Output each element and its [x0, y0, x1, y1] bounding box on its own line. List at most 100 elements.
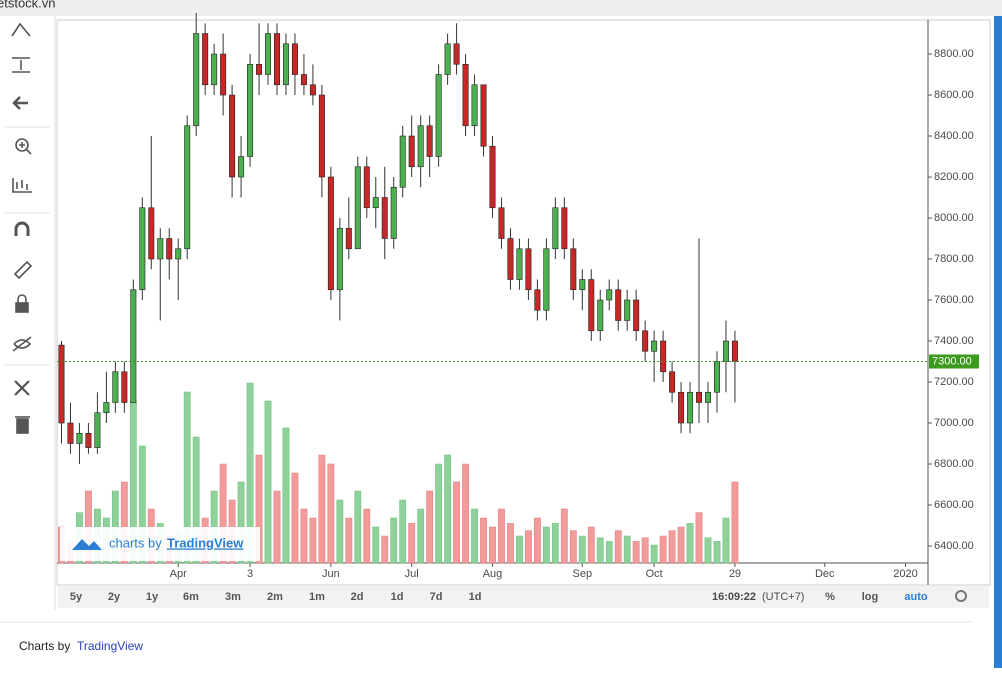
candle-body [462, 63, 469, 127]
timeframe-button[interactable]: 2m [267, 591, 283, 603]
candle-body [256, 63, 263, 75]
candle-body [139, 207, 146, 291]
timeframe-button[interactable]: 1d [469, 591, 482, 603]
volume-bar [462, 463, 469, 564]
candle-body [705, 391, 711, 403]
tool-pencil[interactable] [13, 260, 33, 280]
candle-body [85, 432, 92, 448]
candle-body [408, 135, 415, 168]
candle-body [417, 125, 424, 168]
candle-body [121, 371, 128, 403]
candle-body [543, 248, 550, 311]
volume-bar [354, 490, 362, 564]
candle-body [229, 94, 236, 178]
x-tick-label: Jun [322, 568, 340, 580]
candle-body [76, 432, 83, 444]
top-bar [0, 0, 1002, 16]
y-tick-label: 8400.00 [934, 130, 974, 142]
timeframe-button[interactable]: 1d [391, 591, 404, 603]
candle-body [570, 248, 577, 291]
candle-body [534, 289, 541, 311]
scale-button[interactable]: log [862, 591, 879, 603]
volume-bar [659, 535, 667, 564]
tool-magnet[interactable] [14, 221, 30, 236]
footer-link[interactable]: TradingView [77, 639, 143, 653]
candle-body [202, 33, 209, 86]
tool-measure[interactable] [12, 57, 30, 73]
watermark-logo [72, 539, 102, 550]
volume-bar [534, 517, 541, 564]
timeframe-button[interactable]: 7d [430, 591, 443, 603]
volume-bar [722, 517, 730, 564]
volume-bar [426, 490, 434, 564]
candle-body [525, 248, 532, 291]
bottom-toolbar [58, 586, 989, 608]
volume-bar [677, 526, 685, 564]
tool-lock[interactable] [15, 302, 29, 313]
volume-bar [291, 472, 299, 564]
volume-bar [345, 517, 353, 564]
plot: 6400.00 6600.00 6800.00 7000.00 7200.00 7400.… [57, 13, 979, 580]
tool-hide[interactable] [12, 336, 32, 352]
volume-bar [641, 537, 649, 564]
volume-bar [138, 445, 146, 564]
timeframes: 5y 2y 1y 6m 3m 2m 1m 2d 1d 7d 1d [70, 591, 482, 603]
candle-body [507, 238, 514, 280]
volume-bar [498, 508, 505, 564]
tool-delete[interactable] [16, 418, 29, 434]
volume-bar [668, 530, 676, 564]
y-tick-label: 6600.00 [934, 499, 974, 511]
timeframe-button[interactable]: 1y [146, 591, 159, 603]
volume-bar [192, 436, 200, 564]
tool-pattern[interactable] [11, 22, 31, 37]
timeframe-button[interactable]: 2d [351, 591, 364, 603]
y-tick-label: 7000.00 [934, 417, 974, 429]
tool-settings[interactable] [14, 380, 30, 396]
volume-bar [587, 526, 595, 564]
volume-bar [183, 391, 191, 564]
volume-bar [507, 523, 514, 564]
volume-bar [614, 530, 622, 564]
candle-body [58, 344, 65, 424]
y-tick-label: 8200.00 [934, 171, 974, 183]
volume-bar [605, 541, 613, 564]
settings-icon[interactable] [955, 590, 967, 602]
y-tick-label: 7200.00 [934, 376, 974, 388]
candle-body [552, 207, 559, 250]
watermark-brand[interactable]: TradingView [167, 535, 244, 550]
timeframe-button[interactable]: 2y [108, 591, 121, 603]
candle-body [687, 391, 694, 424]
widget [0, 16, 994, 610]
candle-body [696, 391, 703, 403]
x-tick-label: Apr [170, 568, 187, 580]
scale-button[interactable]: % [825, 591, 835, 603]
candle-body [624, 299, 631, 321]
candle-body [247, 63, 254, 157]
candle-body [516, 248, 523, 280]
watermark-text: charts by [109, 535, 162, 550]
candle-body [489, 145, 496, 209]
candle-body [193, 33, 200, 127]
candle-body [354, 166, 361, 250]
tool-zoom[interactable] [15, 138, 29, 152]
footer-text: Charts by [19, 639, 70, 653]
candle-body [372, 197, 379, 209]
candle-body [166, 238, 173, 260]
candle-body [336, 227, 343, 291]
y-tick-label: 8800.00 [934, 48, 974, 60]
tool-back[interactable] [12, 96, 28, 110]
candle-body [480, 84, 487, 147]
timeframe-button[interactable]: 6m [183, 591, 199, 603]
timeframe-button[interactable]: 5y [70, 591, 83, 603]
timeframe-button[interactable]: 3m [225, 591, 241, 603]
volume-bar [372, 526, 380, 564]
volume-bar [399, 499, 407, 564]
candle-body [130, 289, 137, 403]
x-tick-label: Dec [815, 568, 835, 580]
site-url: etstock.vn [0, 0, 56, 10]
volume-bar [219, 463, 227, 564]
x-tick-label: Jul [405, 568, 419, 580]
timeframe-button[interactable]: 1m [309, 591, 325, 603]
scale-button[interactable]: auto [904, 591, 928, 603]
